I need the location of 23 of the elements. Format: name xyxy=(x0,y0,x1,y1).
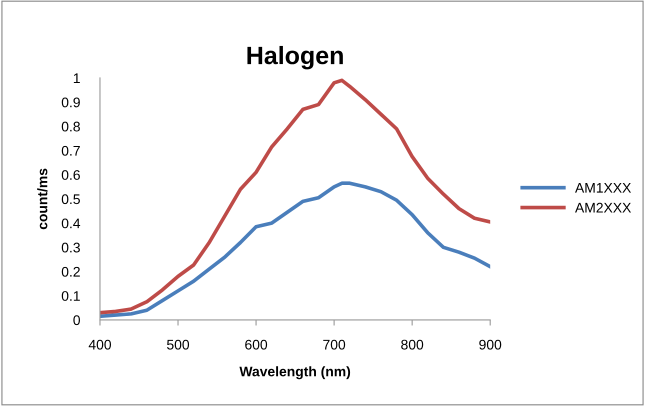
line-series xyxy=(100,78,490,314)
x-tick-label: 800 xyxy=(401,340,424,350)
y-tick-label: 0.5 xyxy=(62,194,80,204)
legend-label: AM2XXX xyxy=(575,202,632,212)
y-tick-label: 0.4 xyxy=(62,218,80,228)
x-tick-label: 500 xyxy=(166,340,190,350)
y-tick-label: 0.6 xyxy=(62,170,80,180)
y-tick-label: 0.1 xyxy=(62,291,80,301)
y-tick-label: 0.3 xyxy=(62,242,80,253)
x-tick-label: 900 xyxy=(479,340,502,350)
y-tick-label: 0.9 xyxy=(62,97,80,108)
x-axis-title: Wavelength (nm) xyxy=(239,366,350,380)
x-tick-label: 400 xyxy=(88,340,112,350)
y-tick-label: 1 xyxy=(74,73,80,83)
y-tick-label: 0.7 xyxy=(62,146,80,156)
legend-label: AM1XXX xyxy=(575,183,632,193)
y-tick-label: 0.8 xyxy=(62,122,80,132)
y-axis-title: count/ms xyxy=(37,168,48,230)
x-tick-label: 600 xyxy=(245,340,268,350)
chart-title: Halogen xyxy=(247,46,343,70)
y-tick-label: 0.2 xyxy=(62,266,80,277)
x-tick-label: 700 xyxy=(323,340,346,350)
y-tick-label: 0 xyxy=(73,315,80,326)
